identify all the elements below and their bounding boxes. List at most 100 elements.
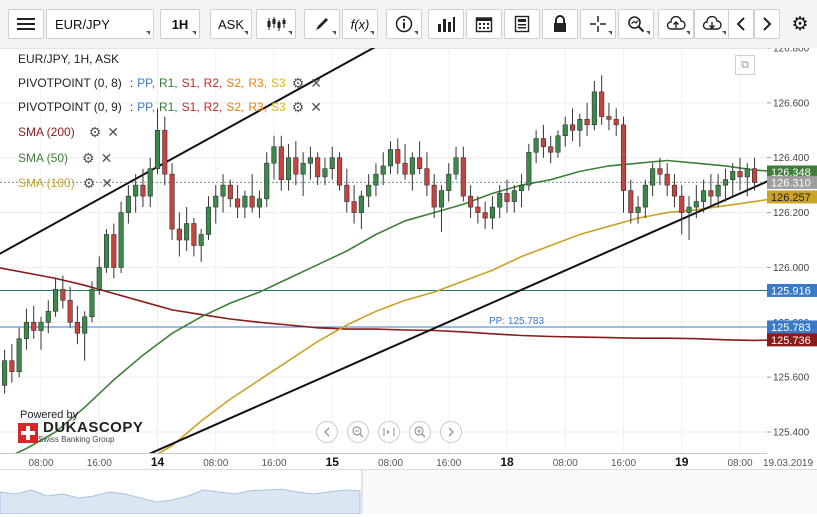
pivot1-close-icon[interactable]: ✕ <box>310 75 323 91</box>
sma-line-0 <box>0 267 784 342</box>
download-icon[interactable] <box>694 9 730 39</box>
sma-line-1 <box>0 159 784 462</box>
candle <box>708 174 714 208</box>
time-tick-label: 19 <box>675 455 689 469</box>
zoom-icon[interactable] <box>618 9 654 39</box>
sma200-close-icon[interactable]: ✕ <box>107 124 119 140</box>
candle-body <box>715 184 721 197</box>
sma50-close-icon[interactable]: ✕ <box>100 150 113 166</box>
candles-icon[interactable] <box>256 9 296 39</box>
candle-body <box>584 119 590 126</box>
draw-icon[interactable] <box>304 9 340 39</box>
candle <box>671 174 678 208</box>
price-label: 126.257 <box>771 192 811 204</box>
scroll-left-button[interactable] <box>316 421 338 443</box>
candle <box>249 174 255 213</box>
side-selector[interactable]: ASK <box>210 9 252 39</box>
candle <box>540 124 546 158</box>
candle <box>650 163 656 197</box>
pivot2-close-icon[interactable]: ✕ <box>310 99 323 115</box>
lock-icon[interactable] <box>542 9 578 39</box>
pivot2-label: PIVOTPOINT (0, 9) <box>18 100 122 114</box>
candle-body <box>387 149 394 167</box>
volume-icon[interactable] <box>428 9 464 39</box>
candle <box>533 130 539 164</box>
price-axis[interactable]: 126.800126.600126.400126.200126.000125.8… <box>767 44 817 453</box>
candle-body <box>74 321 80 334</box>
time-axis[interactable]: 08:00 16:00 14 08:00 16:00 15 08:00 16:00 18 08:0… <box>0 453 813 470</box>
report-icon[interactable] <box>504 9 540 39</box>
candle <box>482 201 488 230</box>
pivot1-colon: : <box>129 76 134 90</box>
fx-icon[interactable]: f(x) <box>342 9 378 39</box>
next-icon[interactable] <box>754 9 780 39</box>
timeframe-selector[interactable]: 1H <box>160 9 200 39</box>
candle-body <box>373 173 379 186</box>
pivot2-item-pp: PP, <box>137 100 155 114</box>
zoom-out-button[interactable] <box>347 421 369 443</box>
upload-icon[interactable] <box>658 9 694 39</box>
candle-body <box>446 173 452 191</box>
menu-icon[interactable] <box>8 9 44 39</box>
candle-body <box>264 162 270 200</box>
dukascopy-logo[interactable]: DUKASCOPY Swiss Banking Group <box>18 420 143 444</box>
candle <box>286 144 292 191</box>
info-icon[interactable] <box>386 9 422 39</box>
price-label-bg <box>767 283 817 297</box>
pivot2-item-r1: R1, <box>158 100 178 114</box>
candle-body <box>125 195 131 213</box>
candle-body <box>591 91 597 126</box>
candle-body <box>722 179 728 186</box>
sma100-close-icon[interactable]: ✕ <box>101 175 113 191</box>
candle-body <box>701 190 707 202</box>
navigator-area <box>0 488 361 515</box>
sma100-gear-icon[interactable]: ⚙ <box>82 175 96 191</box>
candle <box>526 144 532 191</box>
chevron-left-icon <box>324 427 330 437</box>
candle <box>438 185 445 232</box>
pivot2-item-s1: S1, <box>181 100 200 114</box>
time-tick-label: 18 <box>500 455 514 469</box>
pivot2-gear-icon[interactable]: ⚙ <box>291 99 305 115</box>
calendar-icon[interactable] <box>466 9 502 39</box>
gear-icon[interactable]: ⚙ <box>791 13 809 35</box>
candle-body <box>351 201 357 213</box>
candle-body <box>220 184 226 197</box>
candle-body <box>31 321 37 331</box>
candle <box>468 185 474 219</box>
candle <box>67 286 73 328</box>
price-label: 125.783 <box>771 322 811 334</box>
navigator-window <box>362 470 817 514</box>
popout-icon[interactable]: ⧉ <box>735 55 755 75</box>
candle-body <box>23 321 29 340</box>
candle <box>198 229 204 262</box>
candle-body <box>336 157 343 186</box>
candle <box>220 174 226 213</box>
candle-body <box>213 195 219 208</box>
prev-icon[interactable] <box>728 9 754 39</box>
pivot1-item-s1: S1, <box>181 76 200 90</box>
candle-body <box>511 190 517 202</box>
candle-body <box>67 300 73 323</box>
price-tick-label: 126.400 <box>773 153 810 164</box>
candle <box>169 163 175 240</box>
scroll-right-button[interactable] <box>440 421 462 443</box>
candle-body <box>82 316 88 334</box>
zoom-in-button[interactable] <box>409 421 431 443</box>
navigator[interactable] <box>0 469 817 515</box>
crosshair-icon[interactable] <box>580 9 616 39</box>
candle <box>606 102 612 131</box>
pivot1-gear-icon[interactable]: ⚙ <box>291 75 305 91</box>
candle-body <box>671 184 678 197</box>
candle <box>191 218 197 257</box>
candle-body <box>286 157 292 180</box>
sma200-gear-icon[interactable]: ⚙ <box>88 124 102 140</box>
candle <box>205 196 212 240</box>
sma50-gear-icon[interactable]: ⚙ <box>82 150 95 166</box>
symbol-selector[interactable]: EUR/JPY <box>46 9 154 39</box>
candle-body <box>89 289 95 318</box>
candle <box>569 108 576 142</box>
symbol-label: EUR/JPY <box>55 16 110 32</box>
reset-view-button[interactable] <box>378 421 400 443</box>
candle <box>133 174 139 213</box>
